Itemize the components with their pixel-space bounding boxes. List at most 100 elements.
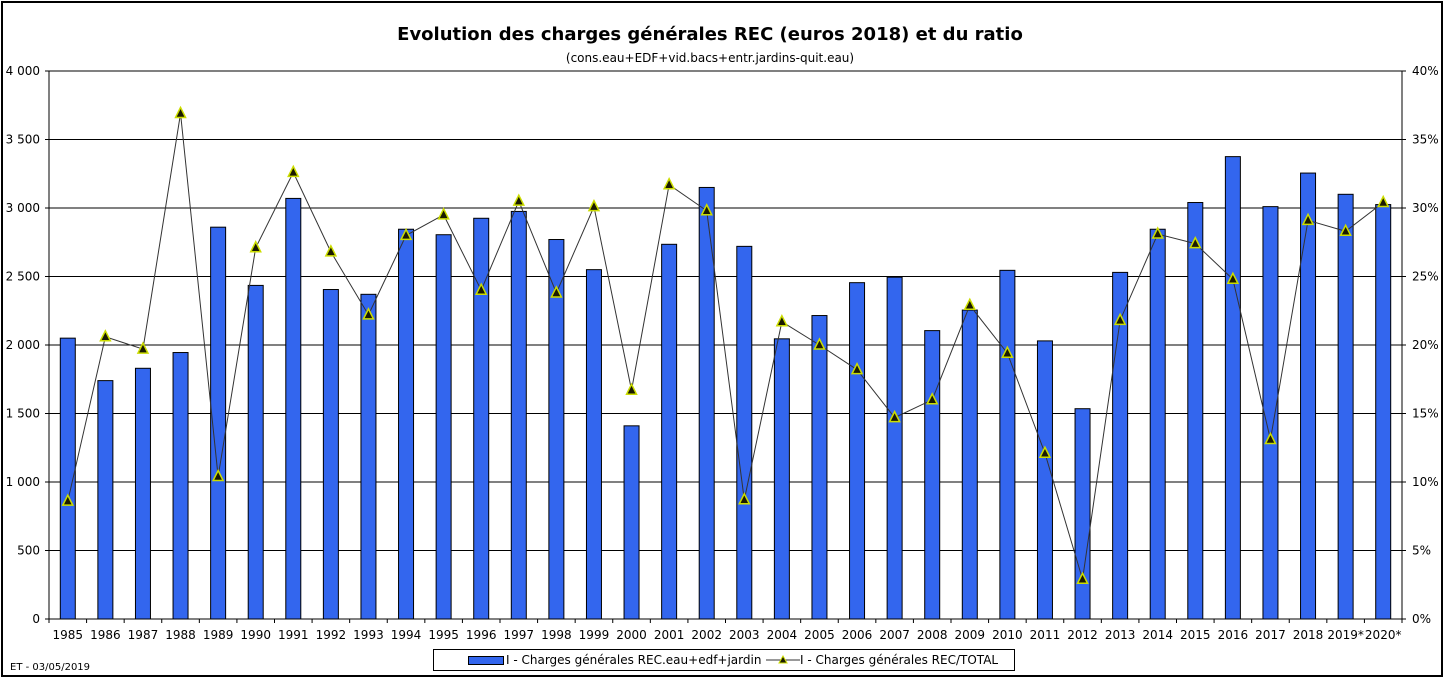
y-left-tick-label: 3 500 <box>6 133 40 147</box>
y-left-tick-label: 2 500 <box>6 270 40 284</box>
x-tick-label: 2009 <box>955 628 986 642</box>
bar <box>360 293 377 620</box>
bar <box>1112 271 1129 620</box>
bar <box>661 243 678 620</box>
ratio-marker <box>174 105 187 119</box>
bar <box>97 380 114 620</box>
ratio-marker <box>775 314 789 327</box>
x-tick-label: 2012 <box>1067 628 1098 642</box>
x-tick-label: 1999 <box>579 628 610 642</box>
ratio-marker <box>550 285 563 298</box>
x-tick-label: 2011 <box>1030 628 1061 642</box>
bar <box>1337 193 1354 620</box>
x-tick-label: 2004 <box>767 628 798 642</box>
bar <box>849 282 866 620</box>
legend-item-bars: I - Charges générales REC.eau+edf+jardin <box>468 653 761 667</box>
x-tick-label: 1986 <box>90 628 121 642</box>
bar <box>698 186 715 620</box>
x-tick-label: 2001 <box>654 628 685 642</box>
bar <box>435 234 452 620</box>
ratio-line <box>67 113 1384 580</box>
bar <box>322 289 339 620</box>
y-right-tick-label: 40% <box>1412 64 1439 78</box>
y-left-tick-label: 0 <box>32 612 40 626</box>
y-left-tick-label: 500 <box>17 544 40 558</box>
y-right-tick-label: 5% <box>1412 544 1431 558</box>
chart-title: Evolution des charges générales REC (eur… <box>397 24 1023 45</box>
ratio-marker <box>1301 212 1315 226</box>
x-tick-label: 2013 <box>1105 628 1136 642</box>
y-right-tick-label: 15% <box>1412 407 1439 421</box>
y-right-tick-label: 30% <box>1412 201 1439 215</box>
bar <box>1074 408 1091 620</box>
ratio-marker <box>474 282 488 295</box>
bar <box>736 245 753 620</box>
legend-bar-swatch <box>468 655 504 665</box>
ratio-marker <box>662 177 676 190</box>
ratio-marker <box>1339 223 1352 237</box>
ratio-marker <box>700 203 713 216</box>
ratio-marker <box>850 361 864 375</box>
y-left-tick-label: 4 000 <box>6 64 40 78</box>
ratio-marker <box>1113 312 1127 326</box>
x-tick-label: 1991 <box>278 628 309 642</box>
ratio-marker <box>1151 226 1164 239</box>
legend-line-swatch <box>766 654 800 664</box>
x-tick-label: 2006 <box>842 628 873 642</box>
ratio-marker <box>813 337 826 350</box>
ratio-marker <box>625 382 638 395</box>
bar <box>886 276 903 620</box>
ratio-marker <box>512 193 526 206</box>
bar <box>247 284 264 620</box>
bar <box>585 269 602 620</box>
bar <box>1300 172 1317 620</box>
bar <box>473 217 490 620</box>
x-tick-label: 2018 <box>1293 628 1324 642</box>
x-tick-label: 2000 <box>616 628 647 642</box>
bar <box>398 228 415 620</box>
bar <box>172 352 189 620</box>
x-tick-label: 2005 <box>804 628 835 642</box>
ratio-marker <box>1189 235 1202 249</box>
ratio-marker <box>1264 431 1277 445</box>
bar <box>210 226 227 620</box>
y-left-tick-label: 1 500 <box>6 407 40 421</box>
x-tick-label: 1987 <box>128 628 159 642</box>
ratio-marker <box>1226 271 1240 284</box>
ratio-marker <box>1038 445 1052 458</box>
ratio-marker <box>888 409 901 423</box>
x-tick-label: 1996 <box>466 628 497 642</box>
x-tick-label: 2017 <box>1255 628 1286 642</box>
ratio-marker <box>1376 194 1390 208</box>
bar <box>961 309 978 620</box>
chart-subtitle: (cons.eau+EDF+vid.bacs+entr.jardins-quit… <box>565 51 855 65</box>
bar <box>59 337 76 620</box>
x-tick-label: 2019* <box>1327 628 1364 642</box>
chart-legend: I - Charges générales REC.eau+edf+jardin… <box>433 649 1015 671</box>
bar <box>623 425 640 620</box>
bar <box>1224 156 1241 620</box>
ratio-marker <box>1001 345 1014 358</box>
ratio-marker <box>738 492 751 505</box>
x-tick-label: 1995 <box>428 628 459 642</box>
bar <box>510 210 527 620</box>
y-right-tick-label: 25% <box>1412 270 1439 284</box>
ratio-marker <box>437 207 450 220</box>
ratio-marker <box>136 341 150 354</box>
y-right-tick-label: 35% <box>1412 133 1439 147</box>
footnote: ET - 03/05/2019 <box>10 662 91 673</box>
bar <box>1149 228 1166 620</box>
ratio-marker <box>362 307 375 320</box>
bar <box>1036 340 1053 620</box>
bar <box>1262 206 1279 620</box>
y-left-tick-label: 1 000 <box>6 475 40 489</box>
y-left-tick-label: 3 000 <box>6 201 40 215</box>
x-tick-label: 1985 <box>53 628 84 642</box>
bar <box>1375 204 1392 620</box>
legend-item-line: I - Charges générales REC/TOTAL <box>766 653 998 667</box>
x-tick-label: 1990 <box>240 628 271 642</box>
bar <box>924 330 941 620</box>
bar <box>811 315 828 620</box>
ratio-marker <box>99 329 112 342</box>
